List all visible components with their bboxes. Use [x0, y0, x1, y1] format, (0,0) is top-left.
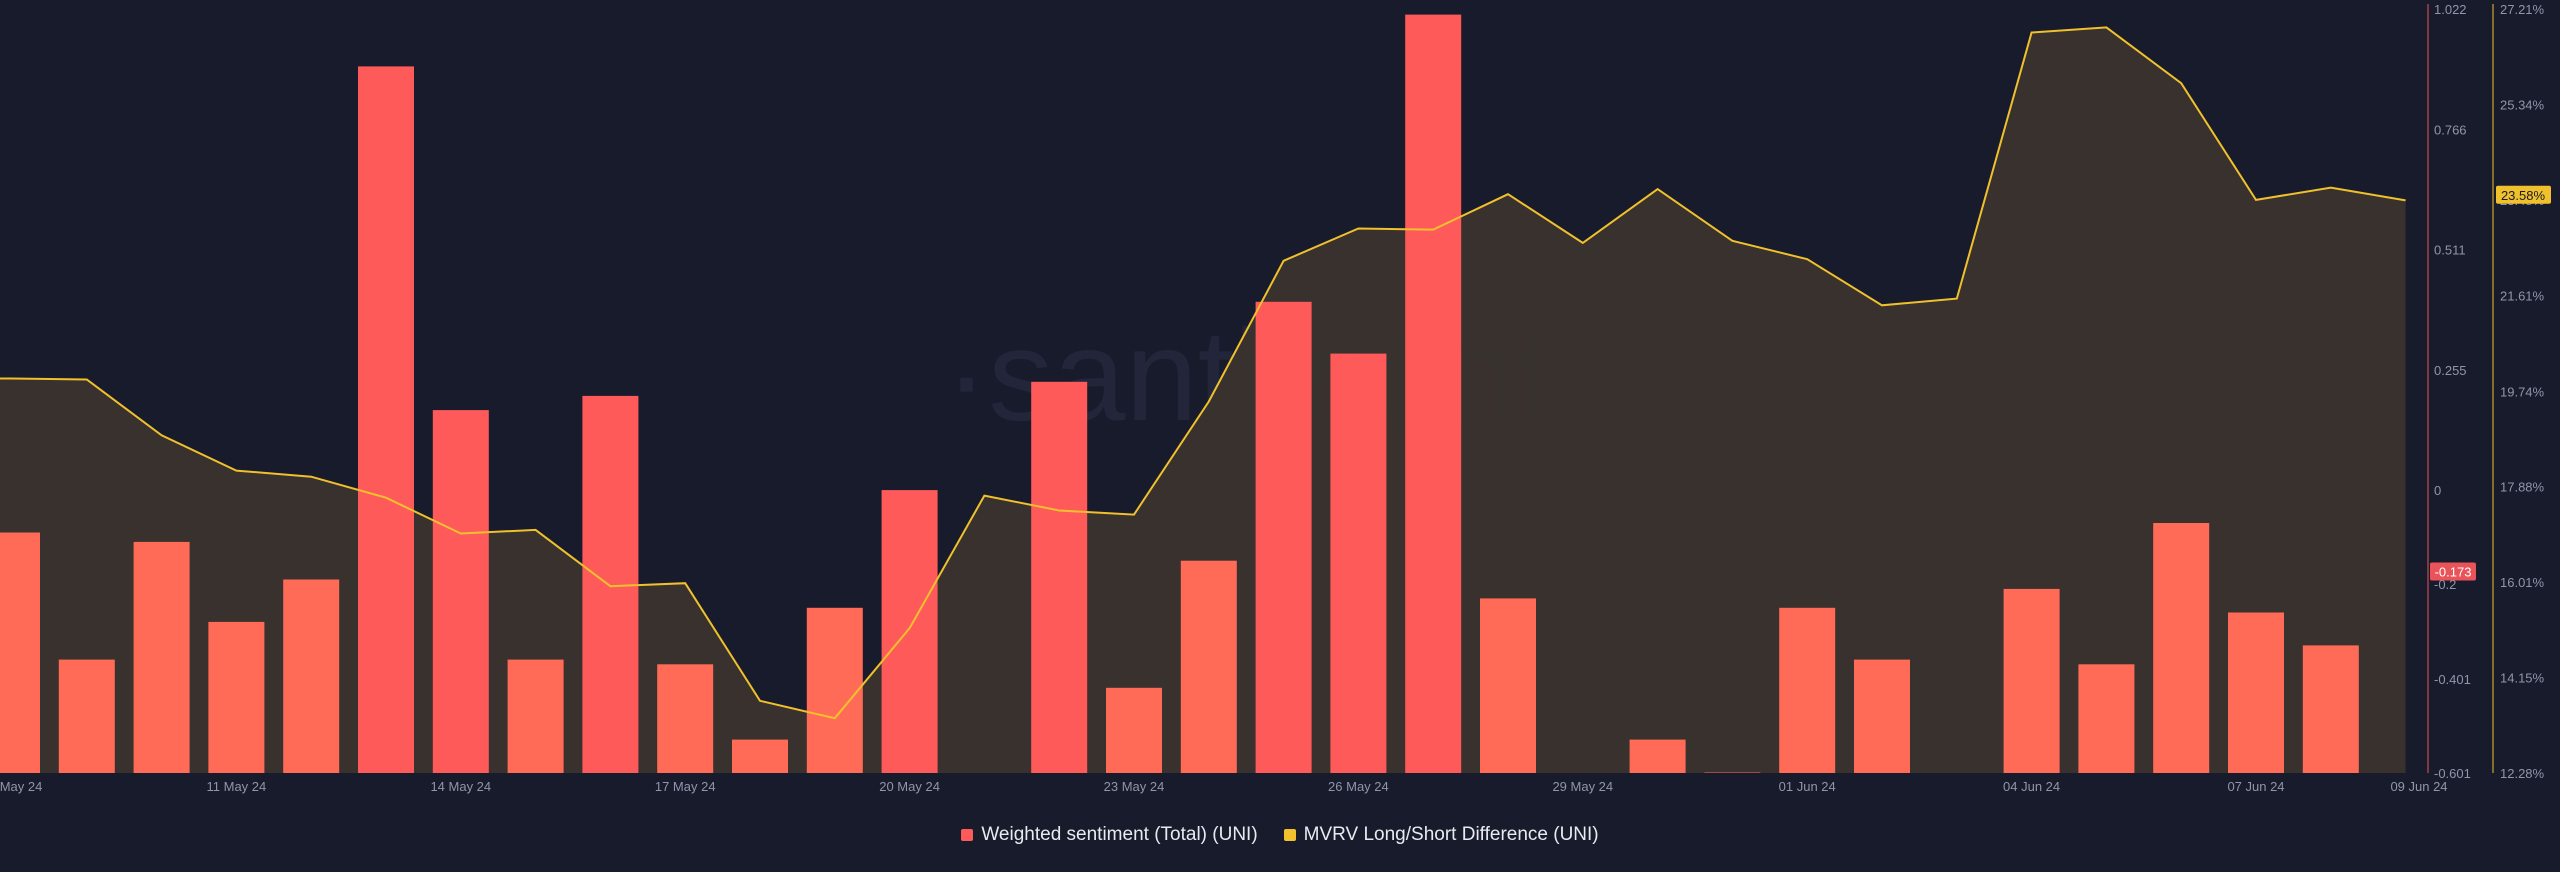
sentiment-bar	[657, 664, 714, 773]
legend-label-mvrv: MVRV Long/Short Difference (UNI)	[1303, 824, 1599, 845]
sentiment-bar	[1255, 301, 1312, 773]
sentiment-bar	[1180, 560, 1237, 773]
sentiment-bar	[133, 541, 190, 773]
mvrv-axis-tick: 25.34%	[2500, 98, 2545, 113]
sentiment-bar	[881, 490, 938, 773]
mvrv-axis-tick: 19.74%	[2500, 384, 2545, 399]
mvrv-axis-tick: 21.61%	[2500, 289, 2545, 304]
sentiment-bar	[0, 532, 40, 773]
sentiment-current-badge	[2430, 562, 2476, 581]
sentiment-bar	[2228, 612, 2284, 773]
mvrv-axis-tick: 12.28%	[2500, 766, 2545, 781]
sentiment-bar	[1031, 381, 1088, 773]
mvrv-line	[0, 26, 2406, 720]
sentiment-bar	[1330, 353, 1387, 773]
mvrv-axis-tick: 27.21%	[2500, 2, 2545, 17]
sentiment-bar	[283, 579, 340, 773]
sentiment-bar	[58, 659, 115, 773]
sentiment-bar	[806, 607, 863, 773]
sentiment-bar	[2078, 664, 2135, 773]
legend-swatch-mvrv	[1283, 829, 1296, 841]
sentiment-bar	[2003, 588, 2060, 773]
x-axis-tick: 04 Jun 24	[2003, 779, 2060, 794]
sentiment-bar	[1405, 14, 1462, 774]
mvrv-axis-tick: 17.88%	[2500, 479, 2545, 494]
sentiment-bar	[2302, 645, 2359, 773]
x-axis-tick: 20 May 24	[879, 779, 940, 794]
x-axis-tick: 01 Jun 24	[1779, 779, 1836, 794]
sentiment-bar	[1779, 607, 1836, 773]
x-axis-tick: 08 May 24	[0, 779, 42, 794]
sentiment-axis-tick: 0.766	[2434, 123, 2467, 138]
sentiment-axis-tick: -0.401	[2434, 672, 2471, 687]
x-axis-tick: 09 Jun 24	[2390, 779, 2447, 794]
legend-label-sentiment: Weighted sentiment (Total) (UNI)	[981, 824, 1258, 845]
mvrv-axis-tick: 14.15%	[2500, 670, 2545, 685]
sentiment-bar	[507, 659, 564, 773]
sentiment-axis-tick: -0.2	[2434, 577, 2456, 592]
x-axis-tick: 26 May 24	[1328, 779, 1389, 794]
legend-item-mvrv[interactable]: MVRV Long/Short Difference (UNI)	[1283, 824, 1599, 846]
sentiment-axis-tick: 0.255	[2434, 363, 2467, 378]
sentiment-bar	[732, 739, 788, 773]
sentiment-current-value: -0.173	[2435, 565, 2472, 580]
sentiment-bar	[358, 66, 414, 773]
mvrv-axis-tick: 16.01%	[2500, 575, 2545, 590]
sentiment-bar	[432, 410, 489, 773]
sentiment-bar	[1629, 739, 1686, 773]
sentiment-axis-tick: 0.511	[2434, 243, 2466, 258]
x-axis-tick: 07 Jun 24	[2227, 779, 2284, 794]
sentiment-bar	[1704, 772, 1761, 773]
legend-item-sentiment[interactable]: Weighted sentiment (Total) (UNI)	[961, 824, 1258, 846]
legend-swatch-sentiment	[961, 829, 974, 841]
x-axis-tick: 14 May 24	[430, 779, 491, 794]
sentiment-bar	[582, 395, 639, 773]
x-axis-tick: 11 May 24	[207, 779, 267, 794]
sentiment-bar	[1854, 659, 1910, 773]
sentiment-bar	[208, 621, 265, 773]
sentiment-axis-tick: -0.601	[2434, 766, 2471, 781]
x-axis-tick: 23 May 24	[1104, 779, 1165, 794]
sentiment-bar	[1480, 598, 1536, 773]
sentiment-axis-tick: 1.022	[2434, 2, 2467, 17]
plot-area: ·santiment·1.0220.7660.5110.2550-0.2-0.4…	[0, 2, 2551, 794]
sentiment-axis-tick: 0	[2434, 483, 2441, 498]
sentiment-bar	[1106, 687, 1162, 773]
x-axis-tick: 29 May 24	[1552, 779, 1613, 794]
mvrv-current-value: 23.58%	[2501, 188, 2546, 203]
sentiment-bar	[2153, 523, 2210, 773]
mvrv-current-badge	[2496, 185, 2551, 204]
chart-legend: Weighted sentiment (Total) (UNI) MVRV Lo…	[0, 820, 2560, 850]
x-axis-tick: 17 May 24	[655, 779, 716, 794]
